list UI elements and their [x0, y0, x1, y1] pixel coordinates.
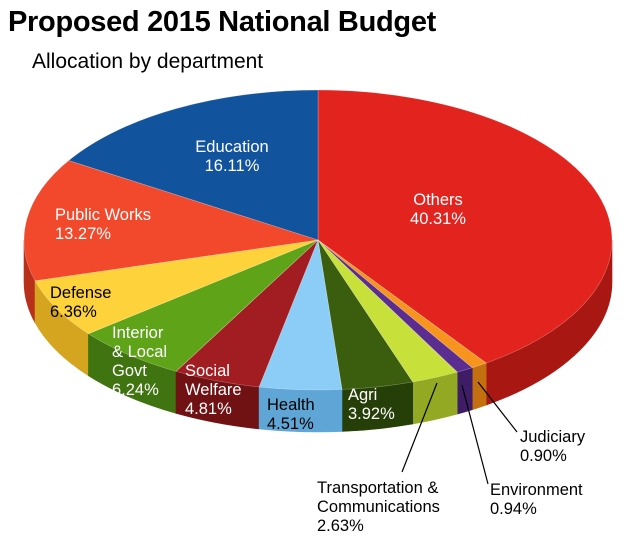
pie-slice-health — [258, 238, 343, 391]
pie-slice-social-welfare — [175, 239, 319, 388]
slice-name-defense: Defense — [50, 284, 111, 302]
slice-label-education: Education 16.11% — [195, 138, 268, 175]
slice-value-health: 4.51% — [267, 415, 314, 433]
slice-name-social-welfare: Social — [185, 362, 230, 380]
slice-label-transportation-communications: Transportation & Communications 2.63% — [317, 479, 440, 535]
slice-value-judiciary: 0.90% — [520, 447, 567, 465]
slice-name-public-works: Public Works — [55, 206, 151, 224]
pie-slice-judiciary — [317, 239, 487, 369]
pie-slice-environment — [317, 239, 473, 373]
chart-subtitle: Allocation by department — [32, 50, 264, 73]
slice-label-judiciary: Judiciary 0.90% — [520, 428, 586, 465]
callout-line-environment — [461, 384, 489, 485]
slice-label-environment: Environment 0.94% — [490, 481, 583, 518]
chart-title: Proposed 2015 National Budget — [8, 6, 436, 38]
slice-value-agri: 3.92% — [348, 405, 395, 423]
callout-line-transportation-communications — [401, 382, 438, 473]
pie-slice-agri — [317, 239, 414, 390]
callout-line-judiciary — [477, 381, 518, 433]
slice-value-transportation-communications: 2.63% — [317, 517, 364, 535]
slice-value-defense: 6.36% — [50, 303, 97, 321]
slice-name-environment: Environment — [490, 481, 583, 499]
slice-label-interior-local-govt: Interior & Local Govt 6.24% — [112, 324, 167, 399]
pie-slice-transportation-communications — [317, 239, 458, 383]
slice-label-defense: Defense 6.36% — [50, 284, 111, 321]
slice-label-health: Health 4.51% — [267, 396, 315, 433]
slice-value-environment: 0.94% — [490, 500, 537, 518]
slice-name-interior-local-govt: Govt — [112, 362, 147, 380]
side-wall-judiciary — [471, 362, 487, 411]
slice-label-public-works: Public Works 13.27% — [55, 206, 151, 243]
slice-label-social-welfare: Social Welfare 4.81% — [185, 362, 242, 418]
slice-name-education: Education — [195, 138, 268, 156]
slice-value-social-welfare: 4.81% — [185, 400, 232, 418]
slice-name-health: Health — [267, 396, 315, 414]
slice-name-agri: Agri — [348, 386, 377, 404]
slice-name-interior-local-govt: Interior — [112, 324, 164, 342]
pie-slice-public-works — [23, 160, 319, 282]
slice-name-judiciary: Judiciary — [520, 428, 586, 446]
slice-name-transportation-communications: Communications — [317, 498, 440, 516]
slice-name-interior-local-govt: & Local — [112, 343, 167, 361]
pie-slice-defense — [34, 239, 319, 335]
slice-value-public-works: 13.27% — [55, 225, 111, 243]
slice-label-agri: Agri 3.92% — [348, 386, 395, 423]
slice-name-transportation-communications: Transportation & — [317, 479, 438, 497]
slice-name-others: Others — [413, 191, 463, 209]
slice-value-others: 40.31% — [410, 210, 466, 228]
pie-slice-others — [317, 89, 613, 364]
pie-slice-education — [68, 89, 319, 241]
slice-value-interior-local-govt: 6.24% — [112, 381, 159, 399]
slice-label-others: Others 40.31% — [410, 191, 466, 228]
side-wall-environment — [456, 367, 473, 415]
pie-slice-interior-local-govt — [87, 239, 319, 372]
slice-value-education: 16.11% — [205, 157, 260, 175]
slice-name-social-welfare: Welfare — [185, 381, 242, 399]
